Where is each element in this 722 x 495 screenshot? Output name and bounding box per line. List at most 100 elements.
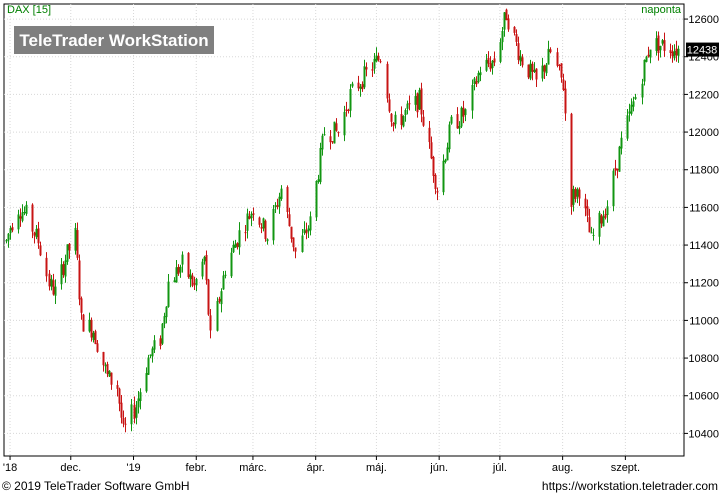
candle	[626, 108, 629, 141]
candle-body	[37, 228, 40, 244]
candle-body	[630, 104, 633, 114]
candle-body	[529, 63, 532, 79]
candle	[272, 205, 275, 245]
candle	[657, 31, 660, 61]
watermark: TeleTrader WorkStation	[14, 26, 214, 54]
candle	[220, 288, 223, 313]
y-tick-label: 11400	[689, 240, 719, 252]
candle	[377, 52, 380, 62]
candle	[343, 105, 346, 142]
candle	[9, 225, 12, 240]
candle	[110, 372, 113, 390]
candle	[586, 199, 589, 223]
candle	[602, 210, 605, 227]
candle-body	[193, 283, 196, 285]
candle	[309, 211, 312, 236]
candle	[94, 329, 97, 345]
candle	[632, 96, 635, 112]
candle-body	[527, 64, 530, 78]
candle	[145, 367, 148, 393]
candle	[54, 279, 57, 304]
candle	[418, 87, 421, 110]
candle-body	[274, 205, 277, 207]
candle-body	[626, 115, 629, 139]
candle-body	[513, 26, 516, 33]
candle-body	[315, 181, 318, 218]
candle-body	[604, 214, 607, 218]
candle-body	[493, 58, 496, 63]
candle-body	[473, 78, 476, 84]
candle	[560, 63, 563, 83]
candle	[181, 251, 184, 273]
candle-body	[321, 135, 324, 150]
candle	[78, 254, 81, 306]
candle-body	[632, 101, 635, 107]
candle	[392, 122, 395, 132]
candle-body	[106, 363, 109, 375]
candle-body	[444, 159, 447, 162]
candle-body	[292, 237, 295, 248]
candle-body	[485, 59, 488, 71]
candle-body	[290, 226, 293, 239]
candle	[205, 250, 208, 285]
candle	[104, 362, 107, 374]
x-tick-label: jún.	[429, 462, 448, 474]
candle-body	[264, 220, 267, 239]
candle-body	[422, 116, 425, 126]
candle-body	[517, 43, 520, 60]
candle-body	[179, 266, 182, 273]
candle-body	[145, 373, 148, 392]
candle-body	[205, 255, 208, 281]
candle-body	[230, 252, 233, 277]
candle	[236, 242, 239, 250]
candle	[149, 354, 152, 359]
candle	[19, 208, 22, 227]
candle-body	[333, 121, 336, 144]
candle	[541, 57, 544, 82]
candle-body	[260, 227, 263, 229]
candle-body	[578, 189, 581, 199]
candle	[323, 127, 326, 136]
candle-body	[301, 235, 304, 252]
candle	[448, 121, 451, 153]
candle-body	[280, 188, 283, 199]
candle-body	[464, 109, 467, 115]
candle	[464, 108, 467, 122]
candle-body	[416, 93, 419, 113]
candle-body	[446, 147, 449, 161]
candle-body	[45, 257, 48, 277]
candle	[620, 131, 623, 155]
footer-url[interactable]: https://workstation.teletrader.com	[541, 479, 718, 493]
candle	[574, 187, 577, 203]
candle	[173, 277, 176, 283]
candle-body	[209, 315, 212, 331]
candle-body	[462, 107, 465, 117]
y-tick-label: 11000	[689, 315, 719, 327]
candle-body	[329, 136, 332, 143]
candle-body	[598, 212, 601, 237]
candle	[436, 187, 439, 201]
candle	[248, 210, 251, 220]
candle	[444, 158, 447, 164]
candle-body	[88, 319, 91, 332]
candle	[531, 61, 534, 81]
candle-body	[671, 51, 674, 57]
candle-body	[232, 244, 235, 253]
candle	[151, 346, 154, 363]
candle-body	[250, 213, 253, 219]
candle-body	[448, 124, 451, 150]
candle-body	[647, 54, 650, 57]
candle-body	[535, 68, 538, 80]
candle	[422, 109, 425, 127]
candle	[250, 211, 253, 227]
candle	[319, 142, 322, 185]
candle	[159, 335, 162, 350]
candle	[462, 100, 465, 124]
candle-body	[588, 217, 591, 233]
candle-body	[645, 56, 648, 62]
candle-body	[400, 114, 403, 125]
candle-body	[5, 240, 8, 242]
candle-body	[7, 233, 10, 241]
candle	[96, 339, 99, 353]
